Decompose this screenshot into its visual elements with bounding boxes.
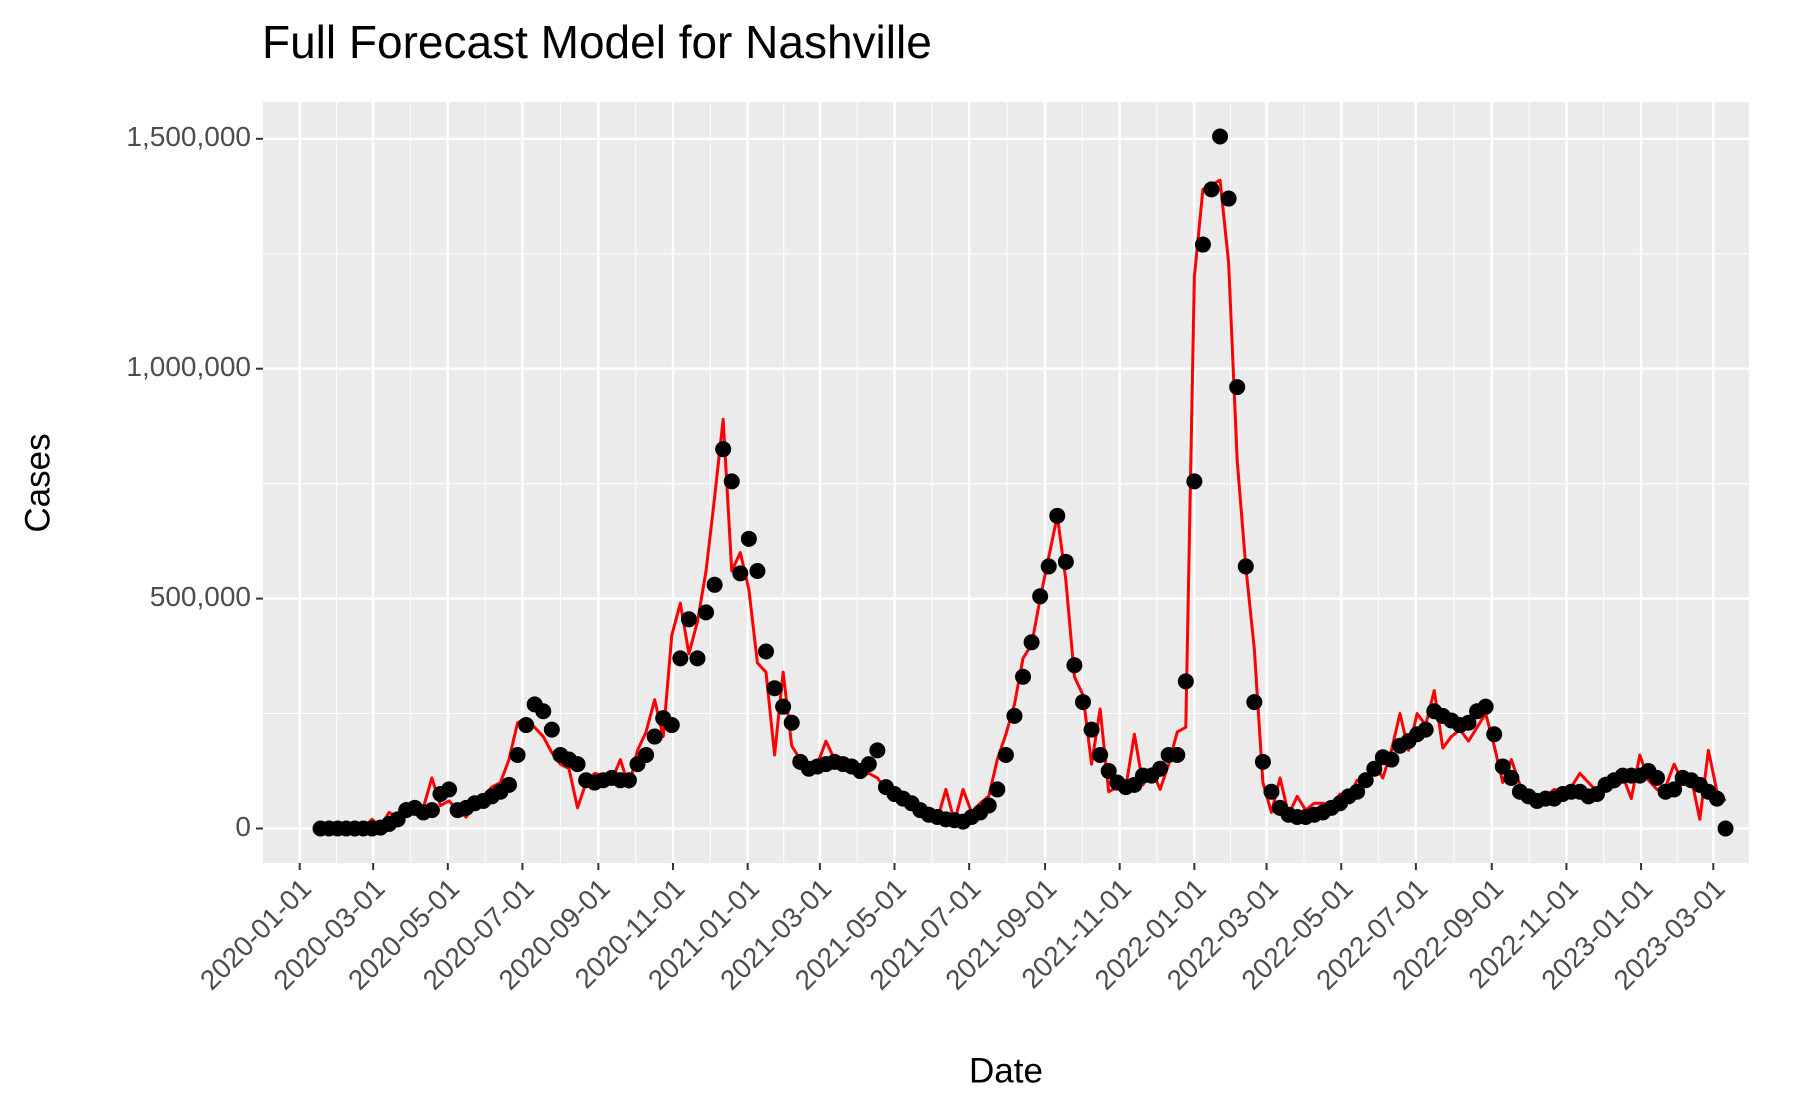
data-point (1666, 781, 1683, 798)
data-point (543, 721, 560, 738)
data-point (1040, 558, 1057, 575)
data-point (569, 756, 586, 773)
data-point (1417, 721, 1434, 738)
data-point (1032, 588, 1049, 605)
data-point (1100, 763, 1117, 780)
data-point (1152, 760, 1169, 777)
data-point (1229, 379, 1246, 396)
data-point (1177, 673, 1194, 690)
data-point (1486, 726, 1503, 743)
data-point (1212, 128, 1229, 145)
data-point (783, 714, 800, 731)
data-point (638, 746, 655, 763)
data-point (1357, 772, 1374, 789)
data-point (646, 728, 663, 745)
data-point (1220, 190, 1237, 207)
data-point (1057, 553, 1074, 570)
data-point (1460, 714, 1477, 731)
data-point (509, 746, 526, 763)
data-point (1194, 236, 1211, 253)
x-axis-title: Date (969, 1051, 1043, 1090)
data-point (1186, 473, 1203, 490)
data-point (689, 650, 706, 667)
data-point (1494, 758, 1511, 775)
data-point (663, 717, 680, 734)
data-point (1169, 746, 1186, 763)
data-point (740, 530, 757, 547)
data-point (1237, 558, 1254, 575)
data-point (1023, 634, 1040, 651)
data-point (1648, 769, 1665, 786)
data-point (706, 576, 723, 593)
data-point (1066, 657, 1083, 674)
data-point (775, 698, 792, 715)
data-point (1092, 746, 1109, 763)
data-point (1015, 668, 1032, 685)
data-point (1366, 760, 1383, 777)
data-point (1074, 694, 1091, 711)
data-point (1083, 721, 1100, 738)
data-point (980, 797, 997, 814)
data-point (680, 611, 697, 628)
data-point (1717, 820, 1734, 837)
data-point (1383, 751, 1400, 768)
y-tick-label: 1,500,000 (126, 121, 251, 152)
y-tick-label: 1,000,000 (126, 351, 251, 382)
data-point (535, 703, 552, 720)
data-point (758, 643, 775, 660)
data-point (423, 802, 440, 819)
data-point (1006, 707, 1023, 724)
data-point (1503, 769, 1520, 786)
data-point (1708, 790, 1725, 807)
y-tick-label: 0 (235, 811, 251, 842)
data-point (620, 772, 637, 789)
chart-title: Full Forecast Model for Nashville (262, 16, 932, 68)
data-point (1049, 507, 1066, 524)
data-point (1263, 783, 1280, 800)
data-point (1254, 753, 1271, 770)
data-point (749, 563, 766, 580)
data-point (698, 604, 715, 621)
data-point (869, 742, 886, 759)
data-point (1477, 698, 1494, 715)
data-point (732, 565, 749, 582)
data-point (715, 441, 732, 458)
data-point (860, 756, 877, 773)
data-point (989, 781, 1006, 798)
data-point (997, 746, 1014, 763)
y-axis-title: Cases (18, 433, 57, 532)
data-point (441, 781, 458, 798)
data-point (1349, 783, 1366, 800)
data-point (1246, 694, 1263, 711)
data-point (766, 680, 783, 697)
data-point (672, 650, 689, 667)
data-point (500, 776, 517, 793)
data-point (723, 473, 740, 490)
y-tick-label: 500,000 (150, 581, 251, 612)
data-point (518, 717, 535, 734)
data-point (1203, 181, 1220, 198)
